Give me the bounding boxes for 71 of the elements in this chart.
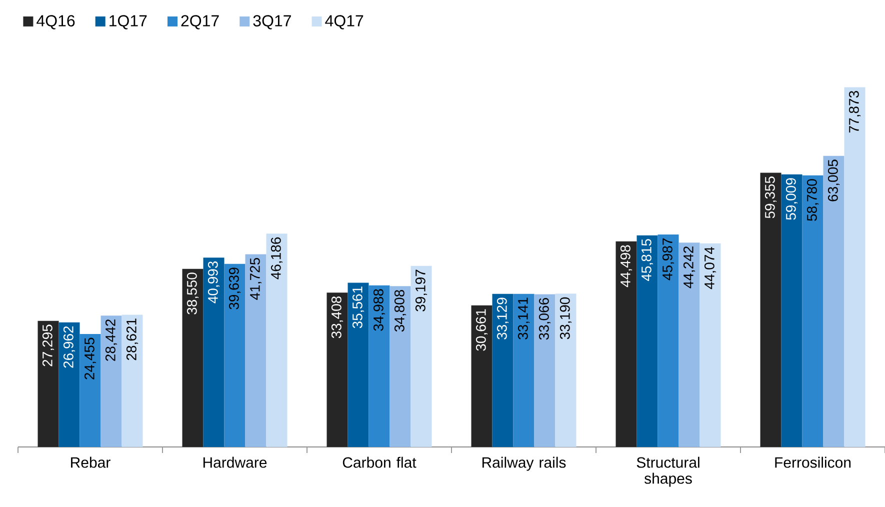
bar: [80, 334, 101, 447]
data-label: 58,780: [806, 179, 819, 221]
x-tick-label: Rebar: [71, 456, 110, 468]
bar: [348, 282, 369, 447]
data-label: 39,639: [228, 268, 241, 310]
data-label: 59,009: [786, 178, 798, 220]
x-tick-label: Carbon flat: [342, 456, 416, 468]
data-label: 33,141: [518, 298, 530, 340]
bar: [844, 87, 866, 447]
bar: [368, 285, 390, 447]
data-label: 24,455: [84, 338, 96, 380]
data-label: 45,815: [641, 239, 654, 282]
x-tick-label: Hardware: [203, 456, 267, 468]
data-label: 40,993: [208, 261, 220, 304]
data-label: 45,987: [662, 238, 674, 280]
bar: [182, 268, 204, 447]
data-label: 34,988: [373, 289, 386, 331]
bar: [100, 316, 122, 447]
data-label: 34,808: [394, 290, 406, 332]
bar: [802, 175, 824, 447]
data-label: 38,550: [186, 272, 199, 314]
bar: [700, 243, 721, 447]
bar: [492, 294, 514, 447]
data-label: 33,129: [496, 298, 509, 340]
bar: [555, 294, 576, 447]
data-label: 35,561: [352, 286, 364, 328]
bar: [326, 292, 348, 447]
data-label: 33,066: [538, 298, 551, 340]
data-label: 27,295: [42, 324, 54, 366]
data-label: 39,197: [415, 270, 428, 312]
data-label: 26,962: [63, 326, 76, 368]
legend-label: 3Q17: [253, 15, 291, 30]
x-tick-label: Railway rails: [482, 456, 566, 471]
data-label: 77,873: [848, 91, 861, 132]
bar: [781, 174, 802, 447]
bar: [38, 320, 59, 447]
data-label: 28,621: [126, 318, 138, 360]
data-label: 33,190: [560, 297, 572, 340]
data-label: 28,442: [105, 319, 118, 361]
bar: [658, 234, 679, 447]
bar: [678, 242, 700, 447]
bar: [203, 258, 224, 447]
legend-label: 1Q17: [110, 15, 147, 30]
x-tick-label: Ferrosilicon: [775, 456, 851, 468]
data-label: 59,355: [764, 176, 777, 218]
bar: [122, 314, 143, 447]
bar: [823, 156, 844, 447]
bar: [616, 241, 637, 447]
bar: [390, 286, 411, 447]
data-label: 46,186: [270, 237, 283, 280]
legend-label: 2Q17: [181, 15, 219, 30]
bar: [245, 254, 266, 447]
bar: [513, 294, 534, 447]
bar: [636, 235, 658, 447]
data-label: 44,074: [704, 246, 716, 290]
bar: [266, 234, 288, 447]
bar: [471, 305, 492, 447]
data-label: 63,005: [828, 160, 840, 202]
data-label: 44,242: [683, 246, 696, 288]
x-tick-label: Structural shapes: [636, 456, 700, 487]
bar: [760, 172, 782, 447]
bar: [534, 294, 556, 447]
bar: [58, 322, 80, 447]
bar: [224, 264, 246, 447]
legend-label: 4Q17: [325, 15, 364, 30]
data-label: 33,408: [331, 296, 344, 338]
data-label: 41,725: [250, 258, 262, 300]
data-label: 30,661: [476, 309, 488, 351]
data-label: 44,498: [620, 245, 632, 288]
bar: [410, 266, 432, 447]
legend-label: 4Q16: [36, 15, 75, 30]
